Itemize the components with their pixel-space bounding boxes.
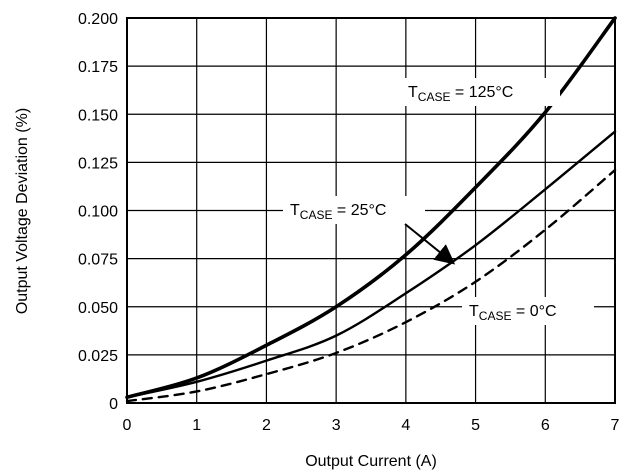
y-tick-label: 0.025 <box>78 348 118 365</box>
series-line-0 <box>125 16 617 400</box>
series-layer <box>125 16 617 403</box>
x-tick-label: 2 <box>262 417 271 434</box>
y-tick-label: 0 <box>109 396 118 413</box>
y-tick-label: 0.100 <box>78 204 118 221</box>
x-tick-label: 3 <box>332 417 341 434</box>
y-axis-title: Output Voltage Deviation (%) <box>14 108 31 314</box>
x-tick-label: 6 <box>541 417 550 434</box>
curve-label-background <box>283 196 425 224</box>
x-tick-label: 1 <box>192 417 201 434</box>
leader-arrow <box>404 223 456 265</box>
x-tick-label: 7 <box>611 417 620 434</box>
series-line-1 <box>125 130 617 399</box>
plot-frame <box>126 17 616 404</box>
curve-label-2: TCASE = 0°C <box>469 303 557 323</box>
series-line-2 <box>125 168 617 403</box>
y-tick-label: 0.200 <box>78 11 118 28</box>
x-axis-title: Output Current (A) <box>305 453 437 470</box>
x-tick-label: 4 <box>401 417 410 434</box>
y-tick-label: 0.125 <box>78 155 118 172</box>
curve-label-0: TCASE = 125°C <box>408 84 513 104</box>
curve-label-background <box>400 78 560 106</box>
x-tick-label: 0 <box>123 417 132 434</box>
annotation-layer: TCASE = 125°C TCASE = 25°C TCASE = 0°C <box>283 78 594 325</box>
y-tick-label: 0.150 <box>78 107 118 124</box>
y-tick-label: 0.075 <box>78 252 118 269</box>
x-tick-label: 5 <box>471 417 480 434</box>
curve-label-background <box>462 297 594 325</box>
curve-label-1: TCASE = 25°C <box>290 202 386 222</box>
y-tick-label: 0.175 <box>78 59 118 76</box>
y-tick-label: 0.050 <box>78 300 118 317</box>
tick-labels: 0 1 2 3 4 5 6 7 0 0.025 0.050 0.075 0.100 0.125 0.150 0… <box>78 11 620 434</box>
